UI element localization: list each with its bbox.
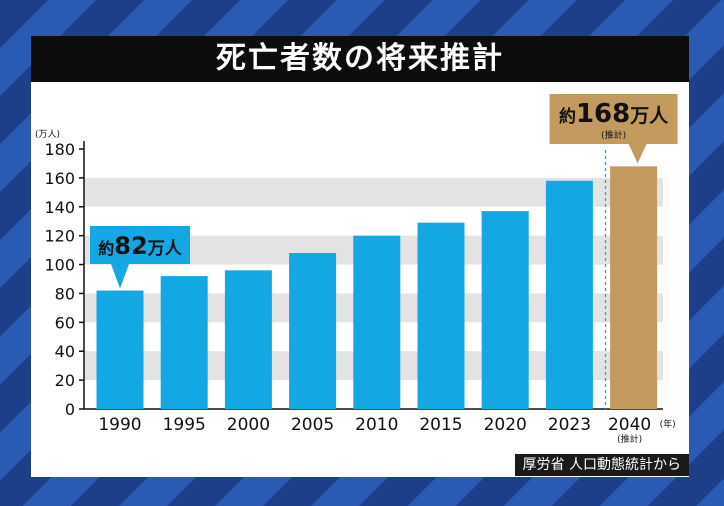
callout-pointer [628, 144, 647, 164]
x-tick-label: 2000 [227, 415, 270, 435]
x-unit-label: (年) [660, 418, 676, 430]
x-tick-label: 2005 [291, 415, 334, 435]
x-tick-label: 2040 [608, 415, 651, 435]
y-tick-label: 0 [65, 400, 75, 419]
y-unit-label: (万人) [35, 129, 60, 140]
callout-box [549, 94, 678, 144]
y-tick-label: 160 [44, 169, 75, 188]
bar-2000 [224, 270, 272, 409]
bar-2010 [353, 235, 401, 409]
x-tick-label: 2010 [355, 415, 398, 435]
x-tick-label: 2023 [548, 415, 591, 435]
callout-label: 約168万人 [559, 99, 669, 129]
chart-panel: 0 20 40 60 80 100 120 140 160 180 (万人) 1990 1995 2000… [31, 82, 689, 477]
y-tick-label: 120 [44, 227, 75, 246]
x-tick-label: 2015 [419, 415, 462, 435]
bar-1995 [160, 276, 208, 409]
y-tick-label: 20 [55, 371, 75, 390]
callout-box [90, 226, 190, 264]
y-tick-label: 80 [55, 284, 75, 303]
callout-pointer [111, 264, 129, 289]
bar-2040-estimate [610, 166, 658, 409]
callout-sub-label: (推計) [601, 129, 626, 141]
x-estimate-note: (推計) [617, 433, 642, 445]
callout-label: 約82万人 [98, 232, 182, 260]
x-tick-label: 2020 [484, 415, 527, 435]
source-label: 厚労省 人口動態統計から [514, 454, 689, 476]
y-tick-label: 140 [44, 198, 75, 217]
x-tick-label: 1995 [163, 415, 206, 435]
bar-2023 [545, 180, 593, 409]
y-tick-label: 180 [44, 140, 75, 159]
bar-2005 [289, 253, 337, 409]
x-tick-label: 1990 [98, 415, 141, 435]
y-tick-label: 60 [55, 313, 75, 332]
chart-title: 死亡者数の将来推計 [31, 36, 689, 82]
y-tick-label: 100 [44, 256, 75, 275]
y-tick-label: 40 [55, 342, 75, 361]
bar-1990 [96, 290, 144, 409]
bar-2015 [417, 222, 465, 409]
bar-2020 [481, 211, 529, 409]
